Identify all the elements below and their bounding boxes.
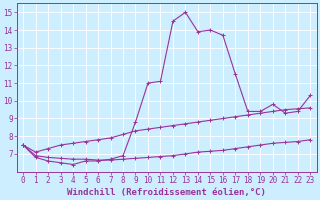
X-axis label: Windchill (Refroidissement éolien,°C): Windchill (Refroidissement éolien,°C)	[67, 188, 266, 197]
